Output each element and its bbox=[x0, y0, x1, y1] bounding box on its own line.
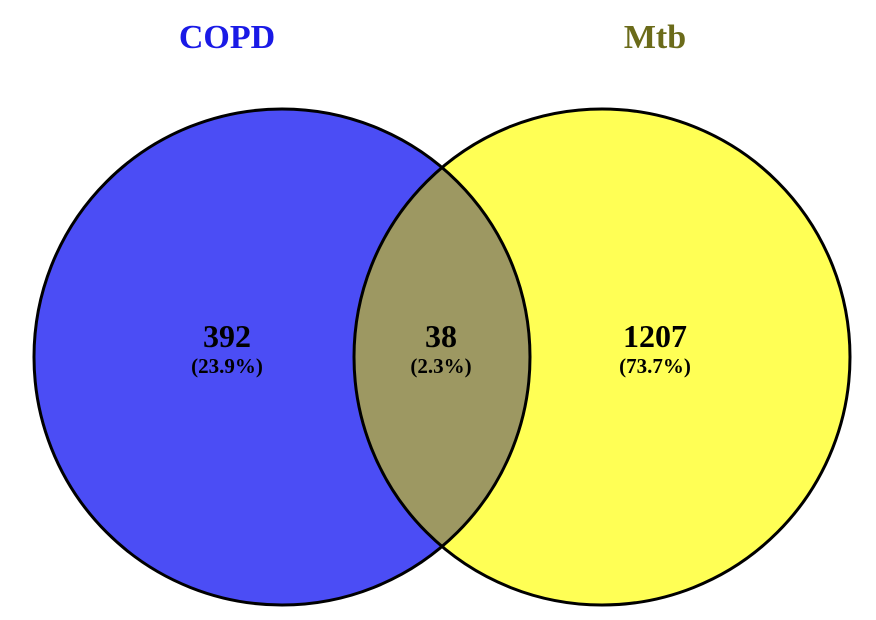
set-title-mtb: Mtb bbox=[624, 19, 686, 56]
mtb-only-percent: (73.7%) bbox=[619, 354, 691, 378]
mtb-only-count: 1207 bbox=[623, 318, 687, 354]
copd-only-count: 392 bbox=[203, 318, 251, 354]
copd-circle-outline bbox=[32, 107, 532, 607]
overlap-count: 38 bbox=[425, 318, 457, 354]
set-title-copd: COPD bbox=[179, 19, 275, 56]
mtb-circle-outline bbox=[352, 107, 852, 607]
overlap-region bbox=[354, 109, 530, 605]
copd-only-percent: (23.9%) bbox=[191, 354, 263, 378]
overlap-percent: (2.3%) bbox=[410, 354, 471, 378]
